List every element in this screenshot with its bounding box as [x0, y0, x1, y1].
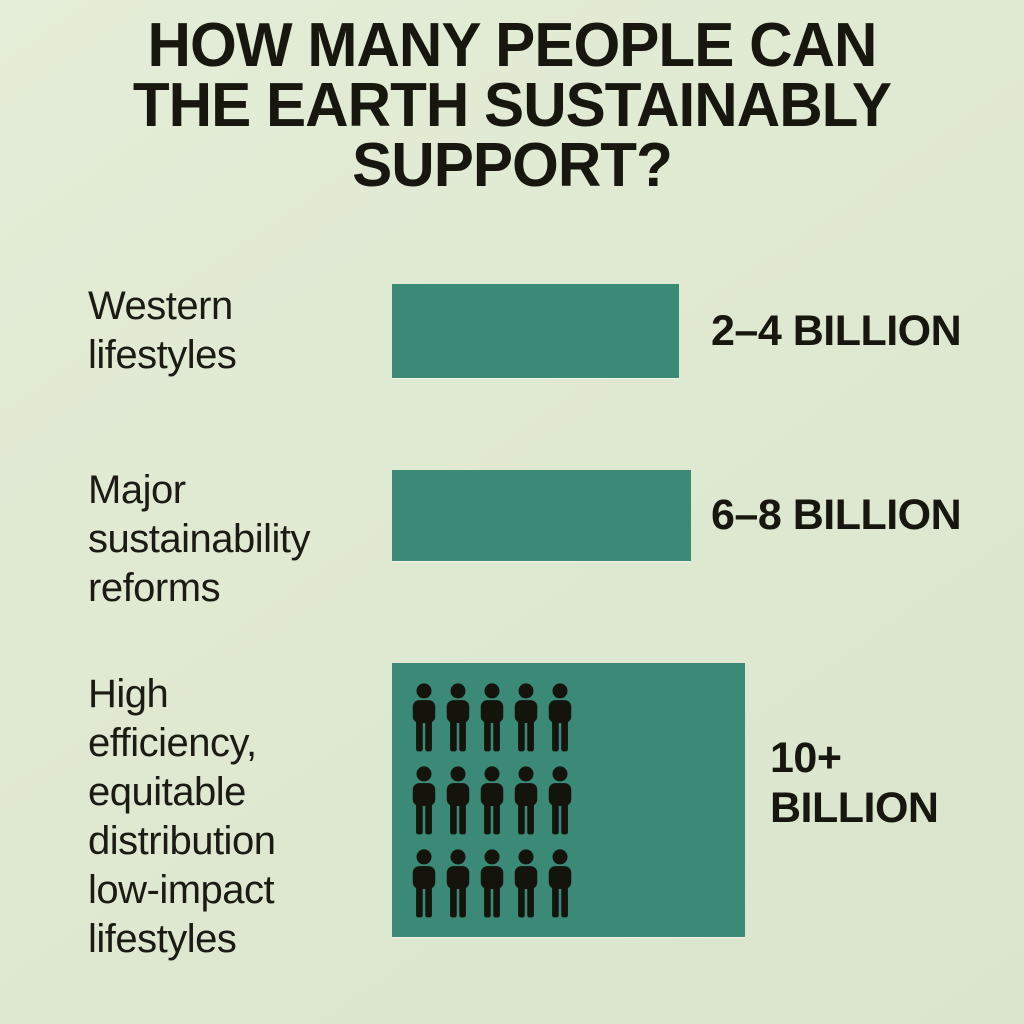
- person-icon: [514, 849, 538, 918]
- person-icon: [548, 683, 572, 752]
- row-label-western-lifestyles: Western lifestyles: [88, 284, 237, 377]
- person-icon: [412, 766, 436, 835]
- value-western-lifestyles: 2–4 BILLION: [711, 307, 962, 355]
- person-icon: [514, 683, 538, 752]
- person-icon-grid: [409, 683, 575, 919]
- value-high-efficiency: 10+ BILLION: [770, 734, 939, 832]
- person-icon: [514, 766, 538, 835]
- person-icon: [480, 683, 504, 752]
- person-icon: [446, 849, 470, 918]
- page-title: HOW MANY PEOPLE CAN THE EARTH SUSTAINABL…: [132, 11, 892, 200]
- value-major-sustainability-reforms: 6–8 BILLION: [711, 491, 962, 539]
- bar-major-sustainability-reforms: [392, 470, 691, 561]
- person-icon: [548, 849, 572, 918]
- row-label-major-sustainability-reforms: Major sustainability reforms: [88, 468, 311, 610]
- person-icon: [446, 766, 470, 835]
- row-label-high-efficiency: High efficiency, equitable distribution …: [88, 672, 276, 961]
- bar-high-efficiency: [392, 663, 745, 937]
- person-icon: [480, 849, 504, 918]
- person-icon: [446, 683, 470, 752]
- person-icon: [548, 766, 572, 835]
- person-icon: [480, 766, 504, 835]
- person-icon: [412, 849, 436, 918]
- person-icon: [412, 683, 436, 752]
- bar-western-lifestyles: [392, 284, 679, 378]
